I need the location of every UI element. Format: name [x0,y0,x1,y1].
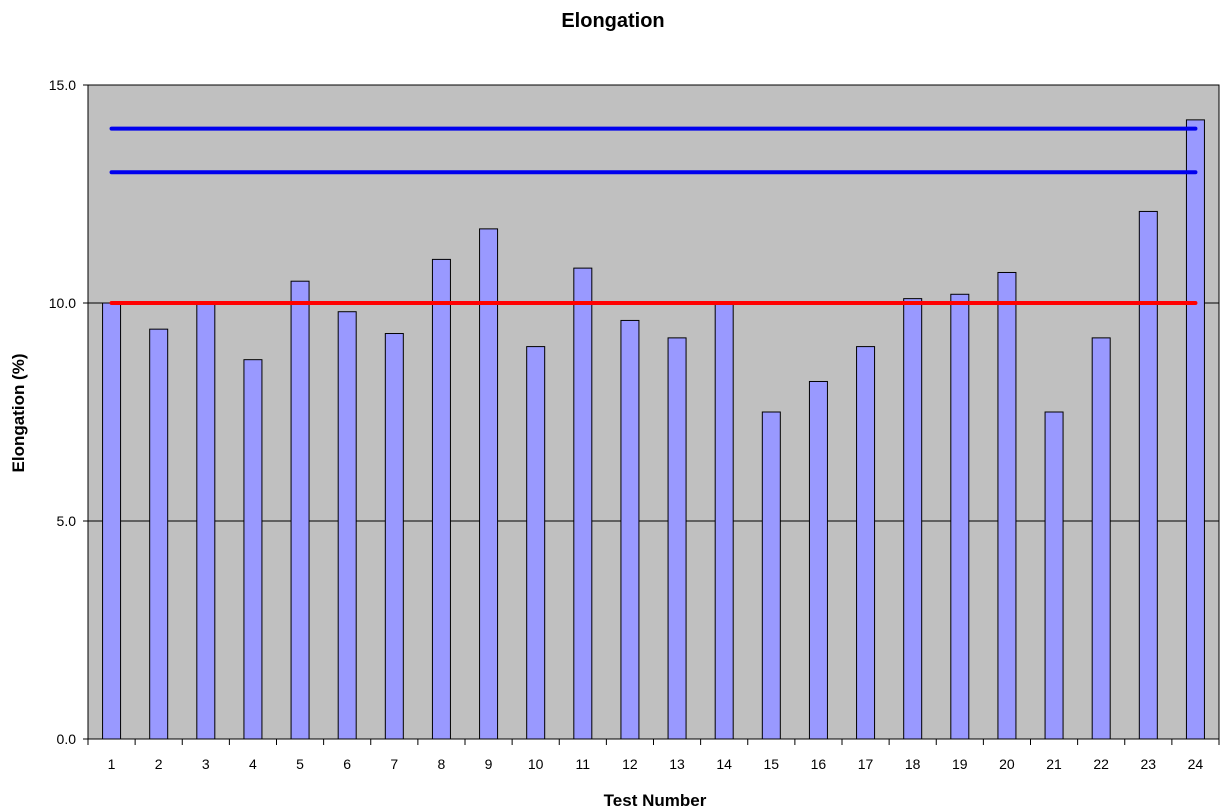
x-tick-label: 1 [108,756,116,772]
x-tick-label: 3 [202,756,210,772]
bar [196,302,216,740]
bar [384,333,404,740]
bar [667,337,687,740]
chart-title: Elongation [561,10,664,32]
bar [714,302,734,740]
x-tick-label: 13 [669,756,685,772]
bar [903,298,923,740]
bar [856,346,876,740]
x-tick-label: 15 [764,756,780,772]
bar [1044,411,1064,740]
bar [290,280,310,740]
x-tick-label: 10 [528,756,544,772]
x-tick-label: 8 [438,756,446,772]
bar [1185,119,1205,740]
x-tick-label: 22 [1093,756,1109,772]
x-tick-label: 16 [811,756,827,772]
y-tick-label: 15.0 [49,77,76,93]
x-tick-label: 9 [485,756,493,772]
plot-area: 0.05.010.015.01 2 3 4 5 6 7 8 9 10 11 12 13 14 15 16 17 1… [49,77,1220,772]
y-tick-label: 0.0 [57,731,77,747]
y-axis-title: Elongation (%) [9,354,28,473]
bar [950,293,970,740]
x-tick-label: 11 [576,756,591,772]
x-tick-label: 4 [249,756,257,772]
x-tick-label: 2 [155,756,163,772]
x-tick-label: 21 [1046,756,1062,772]
x-tick-label: 23 [1141,756,1157,772]
bar [573,267,593,740]
bar [808,380,828,740]
bar [1138,210,1158,740]
y-tick-label: 10.0 [49,295,76,311]
y-tick-label: 5.0 [57,513,77,529]
bar [620,319,640,740]
x-tick-label: 6 [343,756,351,772]
bar [243,359,263,740]
x-tick-label: 12 [622,756,638,772]
bar [1091,337,1111,740]
bar [102,302,122,740]
bar [149,328,169,740]
plot-background [88,85,1219,739]
bar [997,271,1017,740]
x-tick-label: 5 [296,756,304,772]
x-tick-label: 17 [858,756,874,772]
bar [479,228,499,740]
x-tick-label: 20 [999,756,1015,772]
bar [431,258,451,740]
x-tick-label: 14 [716,756,732,772]
x-tick-label: 19 [952,756,968,772]
bar [337,311,357,740]
x-tick-label: 7 [390,756,398,772]
x-axis-title: Test Number [604,791,707,810]
x-tick-label: 24 [1188,756,1204,772]
bar [526,346,546,740]
bar [761,411,781,740]
x-tick-label: 18 [905,756,921,772]
